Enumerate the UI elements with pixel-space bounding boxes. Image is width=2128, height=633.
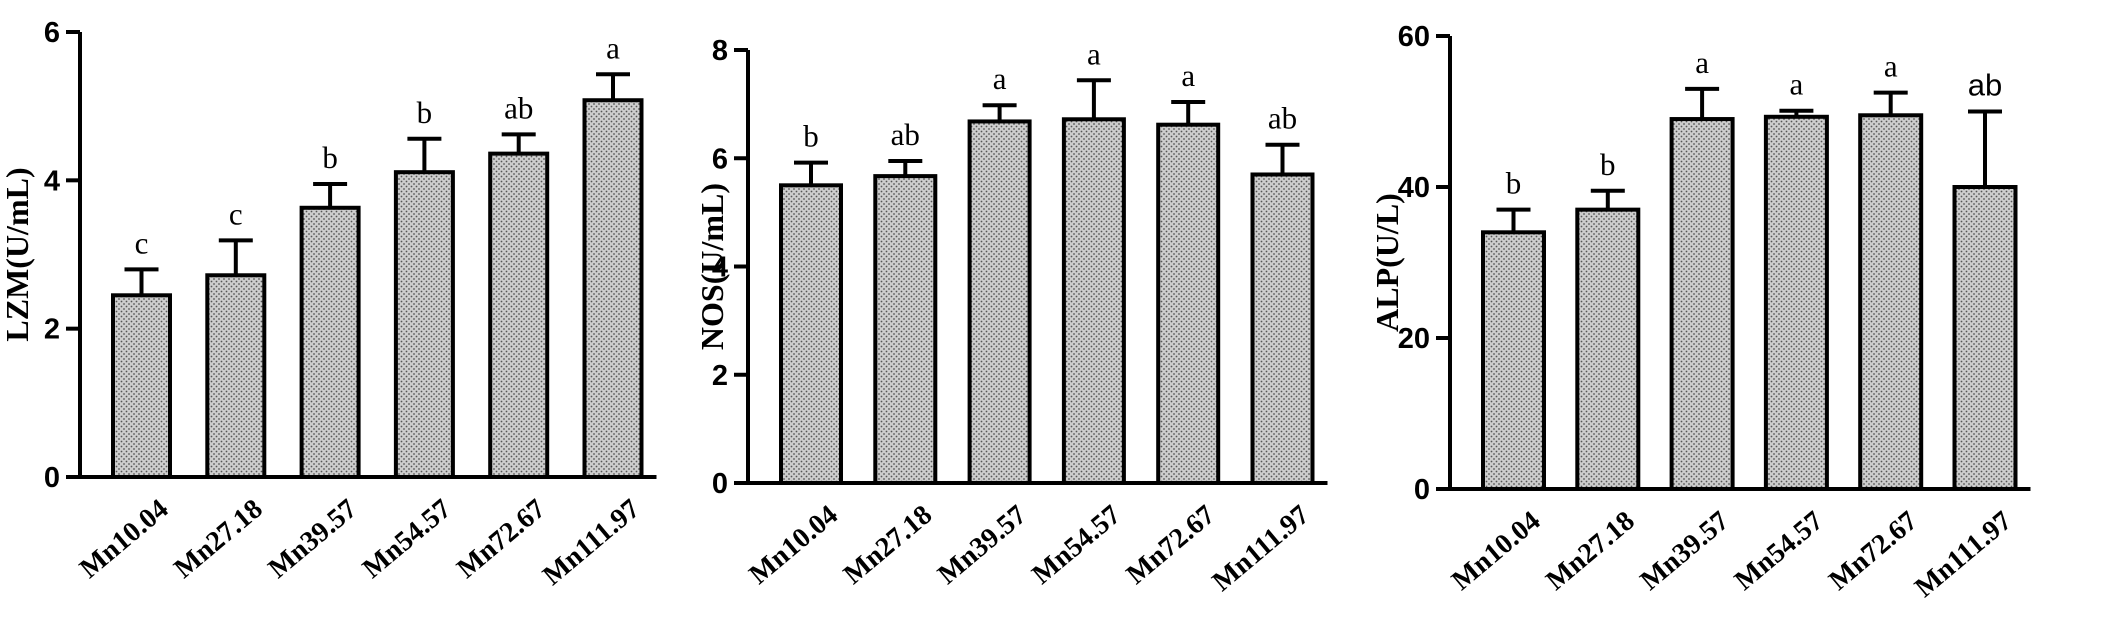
x-tick-label: Mn72.67 <box>1121 499 1221 590</box>
chart-panel-3: 0 20 40 60 ALP(U/L) b Mn10.04 b Mn27.18 a Mn39.57 a… <box>1369 21 2031 604</box>
significance-label: ab <box>1268 101 1297 136</box>
y-tick-label: 40 <box>1398 172 1430 204</box>
significance-label: a <box>1181 58 1195 93</box>
x-tick-label: Mn39.57 <box>932 499 1032 590</box>
bar-Mn10.04 <box>779 183 843 485</box>
bar-Mn54.57 <box>393 170 455 480</box>
y-axis-label: ALP(U/L) <box>1369 193 1405 332</box>
y-tick-label: 60 <box>1398 21 1430 53</box>
significance-label: a <box>1695 45 1709 80</box>
bar-Mn72.67 <box>1858 113 1924 492</box>
significance-label: a <box>1790 67 1804 102</box>
bar-Mn27.18 <box>873 174 938 486</box>
x-tick-label: Mn10.04 <box>1446 505 1546 596</box>
bar-Mn39.57 <box>1669 117 1735 492</box>
significance-label: b <box>1506 166 1522 201</box>
bar-Mn27.18 <box>1575 207 1641 491</box>
y-tick-label: 0 <box>712 468 728 500</box>
x-tick-label: Mn27.18 <box>1540 505 1640 596</box>
x-tick-label: Mn54.57 <box>1729 505 1829 596</box>
significance-label: a <box>1884 49 1898 84</box>
x-tick-label: Mn27.18 <box>168 493 268 584</box>
y-tick-label: 6 <box>44 17 60 49</box>
bar-Mn39.57 <box>299 205 361 479</box>
significance-label: ab <box>891 117 920 152</box>
y-tick-label: 20 <box>1398 323 1430 355</box>
bar-Mn54.57 <box>1763 114 1829 491</box>
x-tick-label: Mn111.97 <box>537 493 646 591</box>
bar-Mn111.97 <box>1250 172 1315 486</box>
x-tick-label: Mn72.67 <box>451 493 551 584</box>
significance-label: b <box>322 140 338 175</box>
bar-Mn10.04 <box>1481 230 1546 492</box>
significance-label: c <box>135 225 149 260</box>
x-tick-label: Mn72.67 <box>1823 505 1923 596</box>
significance-label: b <box>803 119 819 154</box>
significance-label: a <box>993 61 1007 96</box>
bar-Mn54.57 <box>1061 117 1126 485</box>
bar-Mn111.97 <box>582 98 644 479</box>
y-tick-label: 8 <box>712 35 728 67</box>
x-tick-label: Mn111.97 <box>1207 499 1316 597</box>
chart-panel-2: 0 2 4 6 8 NOS(U/mL) b Mn10.04 ab Mn27.18 a Mn39.57 a… <box>694 35 1328 598</box>
y-tick-label: 0 <box>44 462 60 494</box>
y-tick-label: 4 <box>712 252 728 284</box>
bar-Mn39.57 <box>967 119 1032 485</box>
x-tick-label: Mn10.04 <box>74 493 174 584</box>
y-tick-label: 6 <box>712 143 728 175</box>
significance-label: b <box>1600 147 1616 182</box>
y-tick-label: 2 <box>712 360 728 392</box>
x-tick-label: Mn27.18 <box>838 499 938 590</box>
bar-Mn72.67 <box>1156 122 1221 485</box>
y-axis-label: LZM(U/mL) <box>0 167 35 341</box>
y-tick-label: 4 <box>44 165 60 197</box>
x-tick-label: Mn39.57 <box>263 493 363 584</box>
chart-panel-1: 0 2 4 6 LZM(U/mL) c Mn10.04 c Mn27.18 b Mn39.57 b Mn… <box>0 17 657 592</box>
y-axis-label: NOS(U/mL) <box>694 183 730 350</box>
bar-Mn10.04 <box>111 293 172 479</box>
x-tick-label: Mn54.57 <box>1026 499 1126 590</box>
x-tick-label: Mn39.57 <box>1635 505 1735 596</box>
significance-label: a <box>606 30 620 65</box>
significance-label: a <box>1087 36 1101 71</box>
x-tick-label: Mn10.04 <box>743 499 843 590</box>
x-tick-label: Mn54.57 <box>357 493 457 584</box>
bar-Mn72.67 <box>488 151 550 479</box>
y-tick-label: 2 <box>44 314 60 346</box>
bar-Mn27.18 <box>205 273 267 479</box>
y-tick-label: 0 <box>1414 474 1430 506</box>
significance-label: ab <box>504 90 533 125</box>
significance-label: ab <box>1968 68 2002 103</box>
significance-label: c <box>229 196 243 231</box>
significance-label: b <box>417 95 433 130</box>
x-tick-label: Mn111.97 <box>1909 505 2018 603</box>
bar-Mn111.97 <box>1952 185 2018 491</box>
